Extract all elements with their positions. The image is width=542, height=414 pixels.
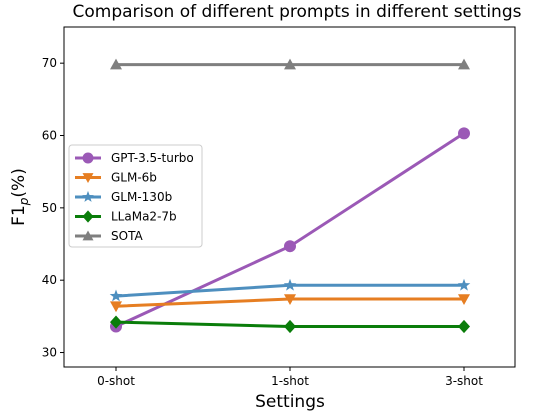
y-axis-label-suffix: (%) — [9, 168, 29, 197]
data-point — [458, 127, 470, 140]
x-axis-label: Settings — [255, 392, 325, 412]
legend-box — [68, 144, 203, 248]
data-point — [110, 301, 122, 313]
y-axis-label-main: F1 — [9, 205, 29, 226]
data-point — [458, 294, 470, 305]
data-point — [109, 289, 123, 302]
x-tick-label: 0-shot — [97, 374, 135, 388]
legend-label: GPT-3.5-turbo — [111, 151, 194, 165]
legend-label: SOTA — [111, 229, 143, 243]
legend-label: GLM-6b — [111, 171, 157, 185]
x-tick-label: 3-shot — [445, 374, 483, 388]
y-tick-label: 40 — [42, 273, 57, 287]
y-tick-label: 30 — [42, 346, 57, 360]
data-point — [284, 294, 296, 305]
data-point — [110, 315, 122, 329]
data-point — [457, 278, 471, 291]
y-tick-label: 70 — [42, 56, 57, 70]
y-axis-label-subscript: p — [17, 197, 31, 206]
legend-swatch-marker — [82, 210, 94, 223]
chart-title: Comparison of different prompts in diffe… — [73, 2, 522, 22]
data-point — [284, 58, 296, 70]
data-point — [110, 58, 122, 70]
legend-swatch-marker — [82, 190, 94, 202]
y-tick-label: 60 — [42, 129, 57, 143]
data-point — [283, 278, 297, 291]
data-point — [284, 240, 296, 253]
legend-swatch-marker — [82, 173, 94, 183]
data-point — [284, 319, 296, 334]
legend-swatch-marker — [82, 152, 94, 164]
x-tick-label: 1-shot — [271, 374, 309, 388]
legend-label: LLaMa2-7b — [111, 210, 177, 224]
legend-swatch-marker — [82, 230, 94, 241]
data-point — [458, 319, 470, 334]
y-axis-label: F1p(%) — [9, 168, 31, 226]
data-point — [458, 58, 470, 70]
legend-label: GLM-130b — [111, 190, 172, 204]
plot-area: 30 40 50 60 70 0-shot 1-shot 3-shot GPT-3.5-turb… — [42, 26, 516, 388]
y-tick-label: 50 — [42, 201, 57, 215]
